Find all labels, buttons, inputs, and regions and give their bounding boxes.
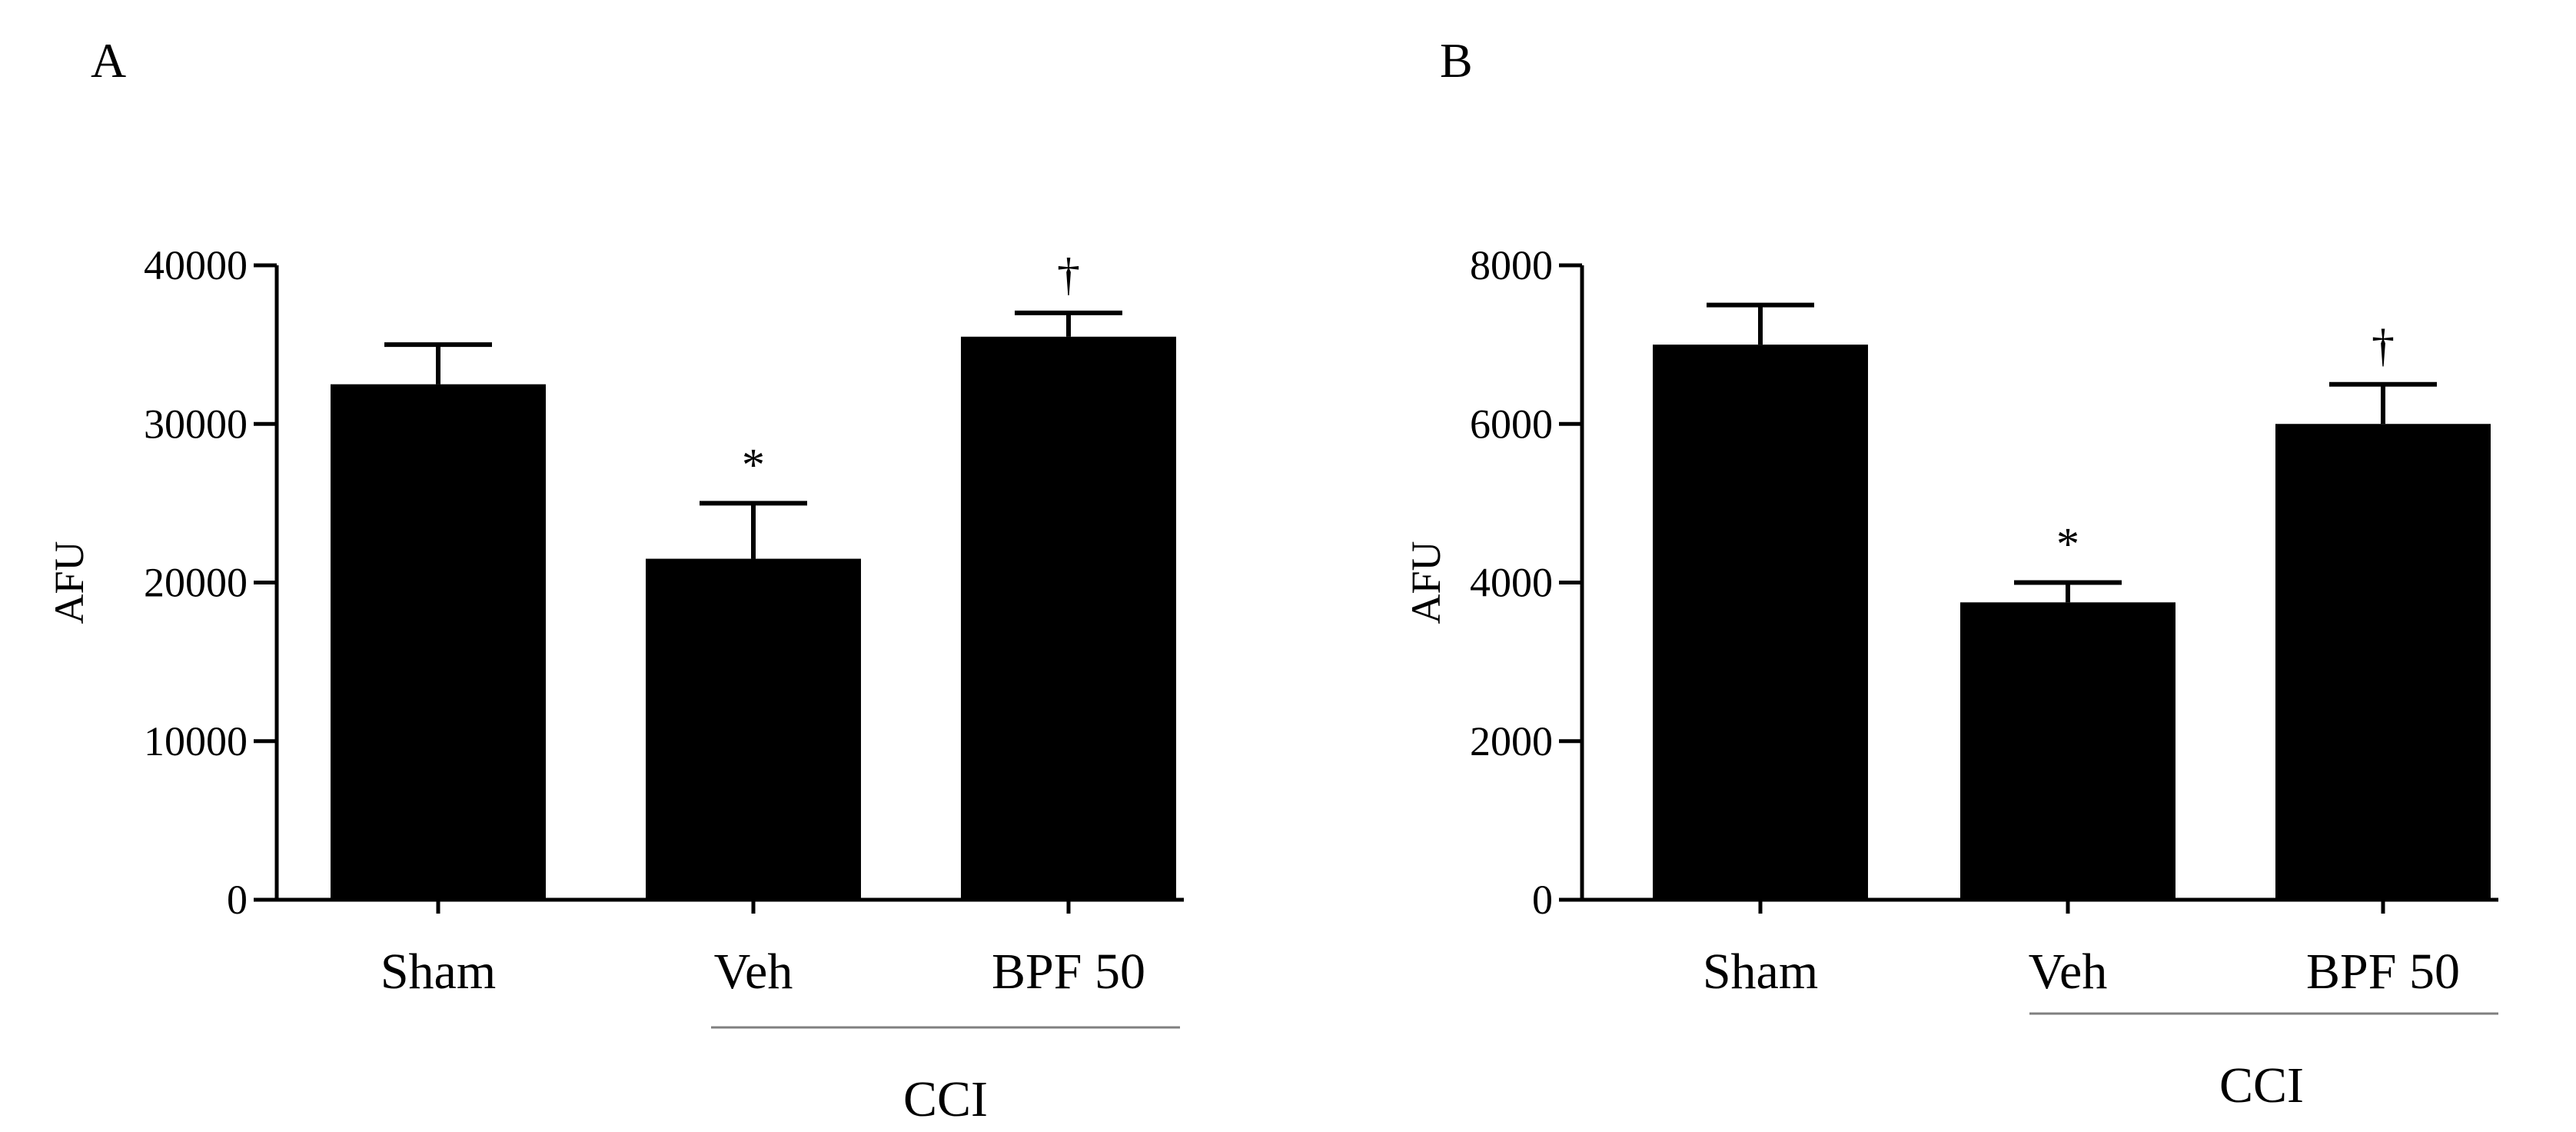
significance-marker: † bbox=[2372, 321, 2395, 371]
y-tick-label: 0 bbox=[227, 877, 248, 923]
bar-bpf-50 bbox=[961, 336, 1176, 900]
category-label: Sham bbox=[381, 944, 496, 1000]
category-label: Veh bbox=[2029, 944, 2108, 1000]
category-label: BPF 50 bbox=[2306, 944, 2460, 1000]
bar-bpf-50 bbox=[2275, 424, 2491, 900]
y-tick-label: 8000 bbox=[1470, 242, 1553, 288]
y-tick-label: 20000 bbox=[144, 560, 248, 606]
y-tick-label: 10000 bbox=[144, 718, 248, 764]
panel-letter: A bbox=[91, 33, 126, 88]
group-label: CCI bbox=[2219, 1057, 2304, 1114]
y-tick-label: 6000 bbox=[1470, 401, 1553, 447]
y-tick-label: 30000 bbox=[144, 401, 248, 447]
category-label: Veh bbox=[714, 944, 793, 1000]
bar-veh bbox=[646, 558, 861, 900]
group-label: CCI bbox=[903, 1071, 988, 1127]
bar-sham bbox=[331, 384, 546, 900]
bar-veh bbox=[1960, 602, 2175, 900]
y-axis-title: AFU bbox=[1403, 541, 1449, 624]
y-axis-title: AFU bbox=[46, 541, 92, 624]
significance-marker: * bbox=[742, 439, 765, 490]
panel-letter: B bbox=[1440, 33, 1473, 88]
chart-panel-a: A AFU Sham * Veh † BPF 50 0 10000 20000 30000 40000… bbox=[46, 33, 1184, 1127]
significance-marker: * bbox=[2056, 519, 2079, 570]
y-tick-label: 2000 bbox=[1470, 718, 1553, 764]
chart-panel-b: B AFU Sham * Veh † BPF 50 0 2000 4000 6000 8000 CCI bbox=[1403, 33, 2498, 1114]
bar-sham bbox=[1653, 345, 1868, 900]
y-tick-label: 0 bbox=[1532, 877, 1553, 923]
category-label: Sham bbox=[1703, 944, 1818, 1000]
y-tick-label: 40000 bbox=[144, 242, 248, 288]
category-label: BPF 50 bbox=[992, 944, 1145, 1000]
significance-marker: † bbox=[1057, 249, 1080, 300]
y-tick-label: 4000 bbox=[1470, 560, 1553, 606]
